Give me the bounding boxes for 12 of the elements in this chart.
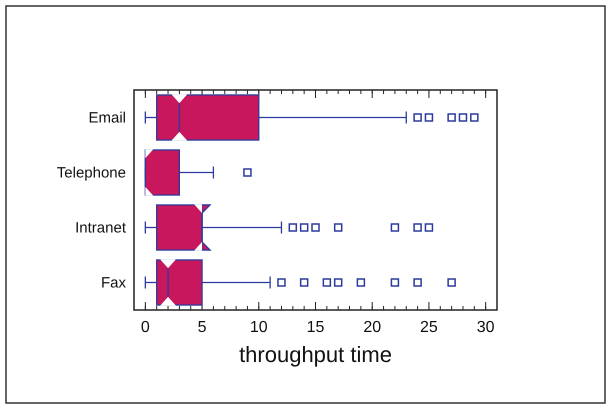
x-tick-label: 30: [476, 319, 495, 336]
x-tick-label: 0: [140, 319, 150, 336]
y-tick-label: Email: [88, 110, 126, 126]
x-tick-label: 10: [250, 319, 268, 336]
x-axis-title: throughput time: [239, 342, 392, 367]
x-tick-label: 25: [420, 319, 438, 336]
y-tick-label: Fax: [100, 274, 126, 292]
x-tick-label: 15: [306, 319, 324, 336]
y-tick-label: Telephone: [56, 164, 126, 182]
x-tick-label: 20: [363, 319, 382, 336]
y-tick-label: Intranet: [75, 220, 127, 236]
x-tick-label: 5: [198, 319, 207, 336]
